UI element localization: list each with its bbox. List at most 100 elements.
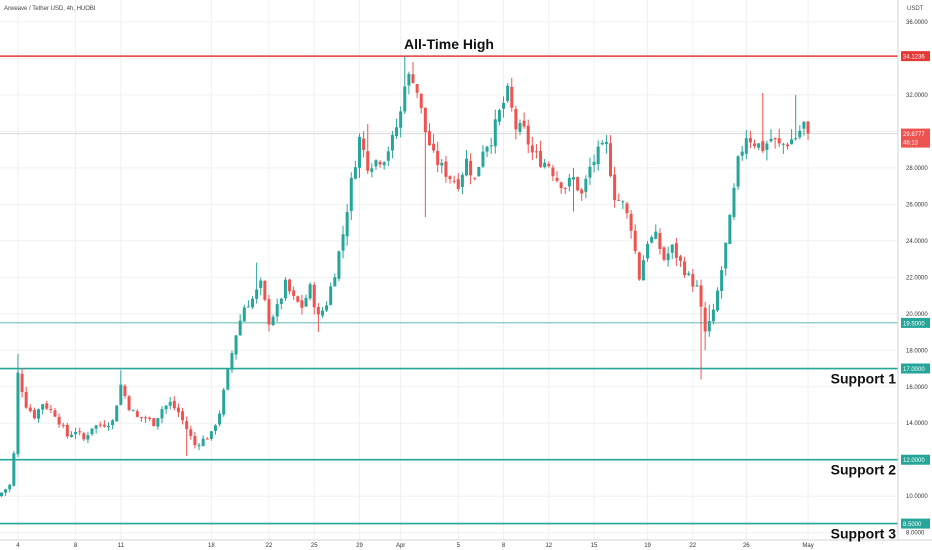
price-tick-label: 8.0000 xyxy=(906,531,925,537)
candle-body xyxy=(559,182,563,189)
candle-body xyxy=(510,86,514,108)
candle-body xyxy=(600,142,604,145)
time-tick-label[interactable]: 8 xyxy=(74,543,78,549)
level-annotation: Support 1 xyxy=(831,371,897,387)
candle-body xyxy=(637,252,641,280)
candle-body xyxy=(785,144,789,147)
candle-body xyxy=(8,484,12,490)
candle-body xyxy=(571,177,575,180)
annotations: All-Time High Support 1 Support 2 Support 3 xyxy=(404,36,896,541)
chart-header: Arweave / Tether USD, 4h, HUOBI xyxy=(4,6,96,12)
candle-body xyxy=(777,138,781,144)
candle-body xyxy=(411,74,415,83)
candle-body xyxy=(263,280,267,300)
candle-body xyxy=(234,335,238,355)
candle-body xyxy=(374,160,378,167)
candle-body xyxy=(209,431,213,439)
candle-body xyxy=(395,127,399,137)
level-price-tag xyxy=(901,51,930,62)
candle-body xyxy=(703,307,707,332)
price-tick-label: 18.0000 xyxy=(906,348,928,354)
candle-body xyxy=(325,305,329,311)
candle-body xyxy=(345,212,349,237)
candle-body xyxy=(152,418,156,427)
candle-body xyxy=(176,407,180,413)
time-tick-label[interactable]: Apr xyxy=(396,543,405,549)
level-price-tag-label: 19.5000 xyxy=(903,321,925,327)
time-tick-label[interactable]: 19 xyxy=(644,543,651,549)
time-tick-label[interactable]: 11 xyxy=(118,543,125,549)
candle-body xyxy=(555,177,559,181)
candle-body xyxy=(57,416,61,425)
candle-body xyxy=(24,392,28,408)
time-tick-label[interactable]: 12 xyxy=(545,543,552,549)
candle-body xyxy=(329,286,333,305)
time-tick-label[interactable]: May xyxy=(802,543,813,549)
candle-body xyxy=(185,421,189,430)
time-tick-label[interactable]: 26 xyxy=(743,543,750,549)
candle-body xyxy=(543,162,547,168)
time-tick-label[interactable]: 22 xyxy=(689,543,696,549)
candle-body xyxy=(255,289,259,299)
candle-body xyxy=(300,300,304,308)
candle-body xyxy=(436,150,440,166)
candle-body xyxy=(144,417,148,419)
time-tick-label[interactable]: 15 xyxy=(591,543,598,549)
candle-body xyxy=(469,160,473,176)
candle-body xyxy=(629,213,633,231)
candle-body xyxy=(201,438,205,446)
current-price-tag-label: 29.8777 xyxy=(903,132,925,138)
candle-body xyxy=(164,405,168,410)
time-tick-label[interactable]: 5 xyxy=(457,543,461,549)
candle-body xyxy=(403,86,407,112)
candle-body xyxy=(604,141,608,144)
candle-body xyxy=(539,150,543,167)
candle-body xyxy=(308,284,312,299)
candle-body xyxy=(650,237,654,243)
candle-body xyxy=(415,84,419,93)
candle-body xyxy=(251,298,255,308)
candle-body xyxy=(119,384,123,405)
candle-body xyxy=(102,424,106,427)
candle-body xyxy=(156,418,160,427)
price-tick-label: 36.0000 xyxy=(906,20,928,26)
candle-body xyxy=(666,253,670,261)
candle-body xyxy=(230,353,234,370)
candle-body xyxy=(242,307,246,322)
candle-body xyxy=(312,284,316,308)
candle-body xyxy=(111,420,115,426)
candle-body xyxy=(452,180,456,182)
level-price-tag xyxy=(901,317,930,328)
time-tick-label[interactable]: 29 xyxy=(356,543,363,549)
candle-body xyxy=(20,373,24,392)
candle-body xyxy=(226,368,230,390)
candle-body xyxy=(662,247,666,260)
time-tick-label[interactable]: 22 xyxy=(266,543,273,549)
candle-body xyxy=(654,231,658,239)
candle-body xyxy=(288,279,292,292)
level-annotation: Support 3 xyxy=(831,526,897,542)
time-axis[interactable]: 4 8 11 18 22 25 29 Apr 5 8 12 15 19 22 26 May xyxy=(16,543,813,549)
candle-body xyxy=(497,110,501,122)
candle-body xyxy=(238,320,242,336)
candle-body xyxy=(271,316,275,326)
candle-body xyxy=(123,385,127,396)
candle-body xyxy=(790,139,794,145)
candle-body xyxy=(773,138,777,140)
candle-body xyxy=(90,428,94,435)
time-tick-label[interactable]: 8 xyxy=(502,543,506,549)
time-tick-label[interactable]: 18 xyxy=(208,543,215,549)
candle-body xyxy=(489,145,493,147)
level-lines xyxy=(0,55,898,525)
candle-body xyxy=(16,372,20,455)
time-tick-label[interactable]: 25 xyxy=(311,543,318,549)
candle-body xyxy=(106,425,110,428)
price-tick-label: 14.0000 xyxy=(906,421,928,427)
time-tick-label[interactable]: 4 xyxy=(16,543,20,549)
candle-body xyxy=(4,489,8,493)
candle-body xyxy=(12,453,16,486)
candle-body xyxy=(687,273,691,275)
candle-body xyxy=(341,234,345,251)
level-price-tag-label: 12.0000 xyxy=(903,458,925,464)
